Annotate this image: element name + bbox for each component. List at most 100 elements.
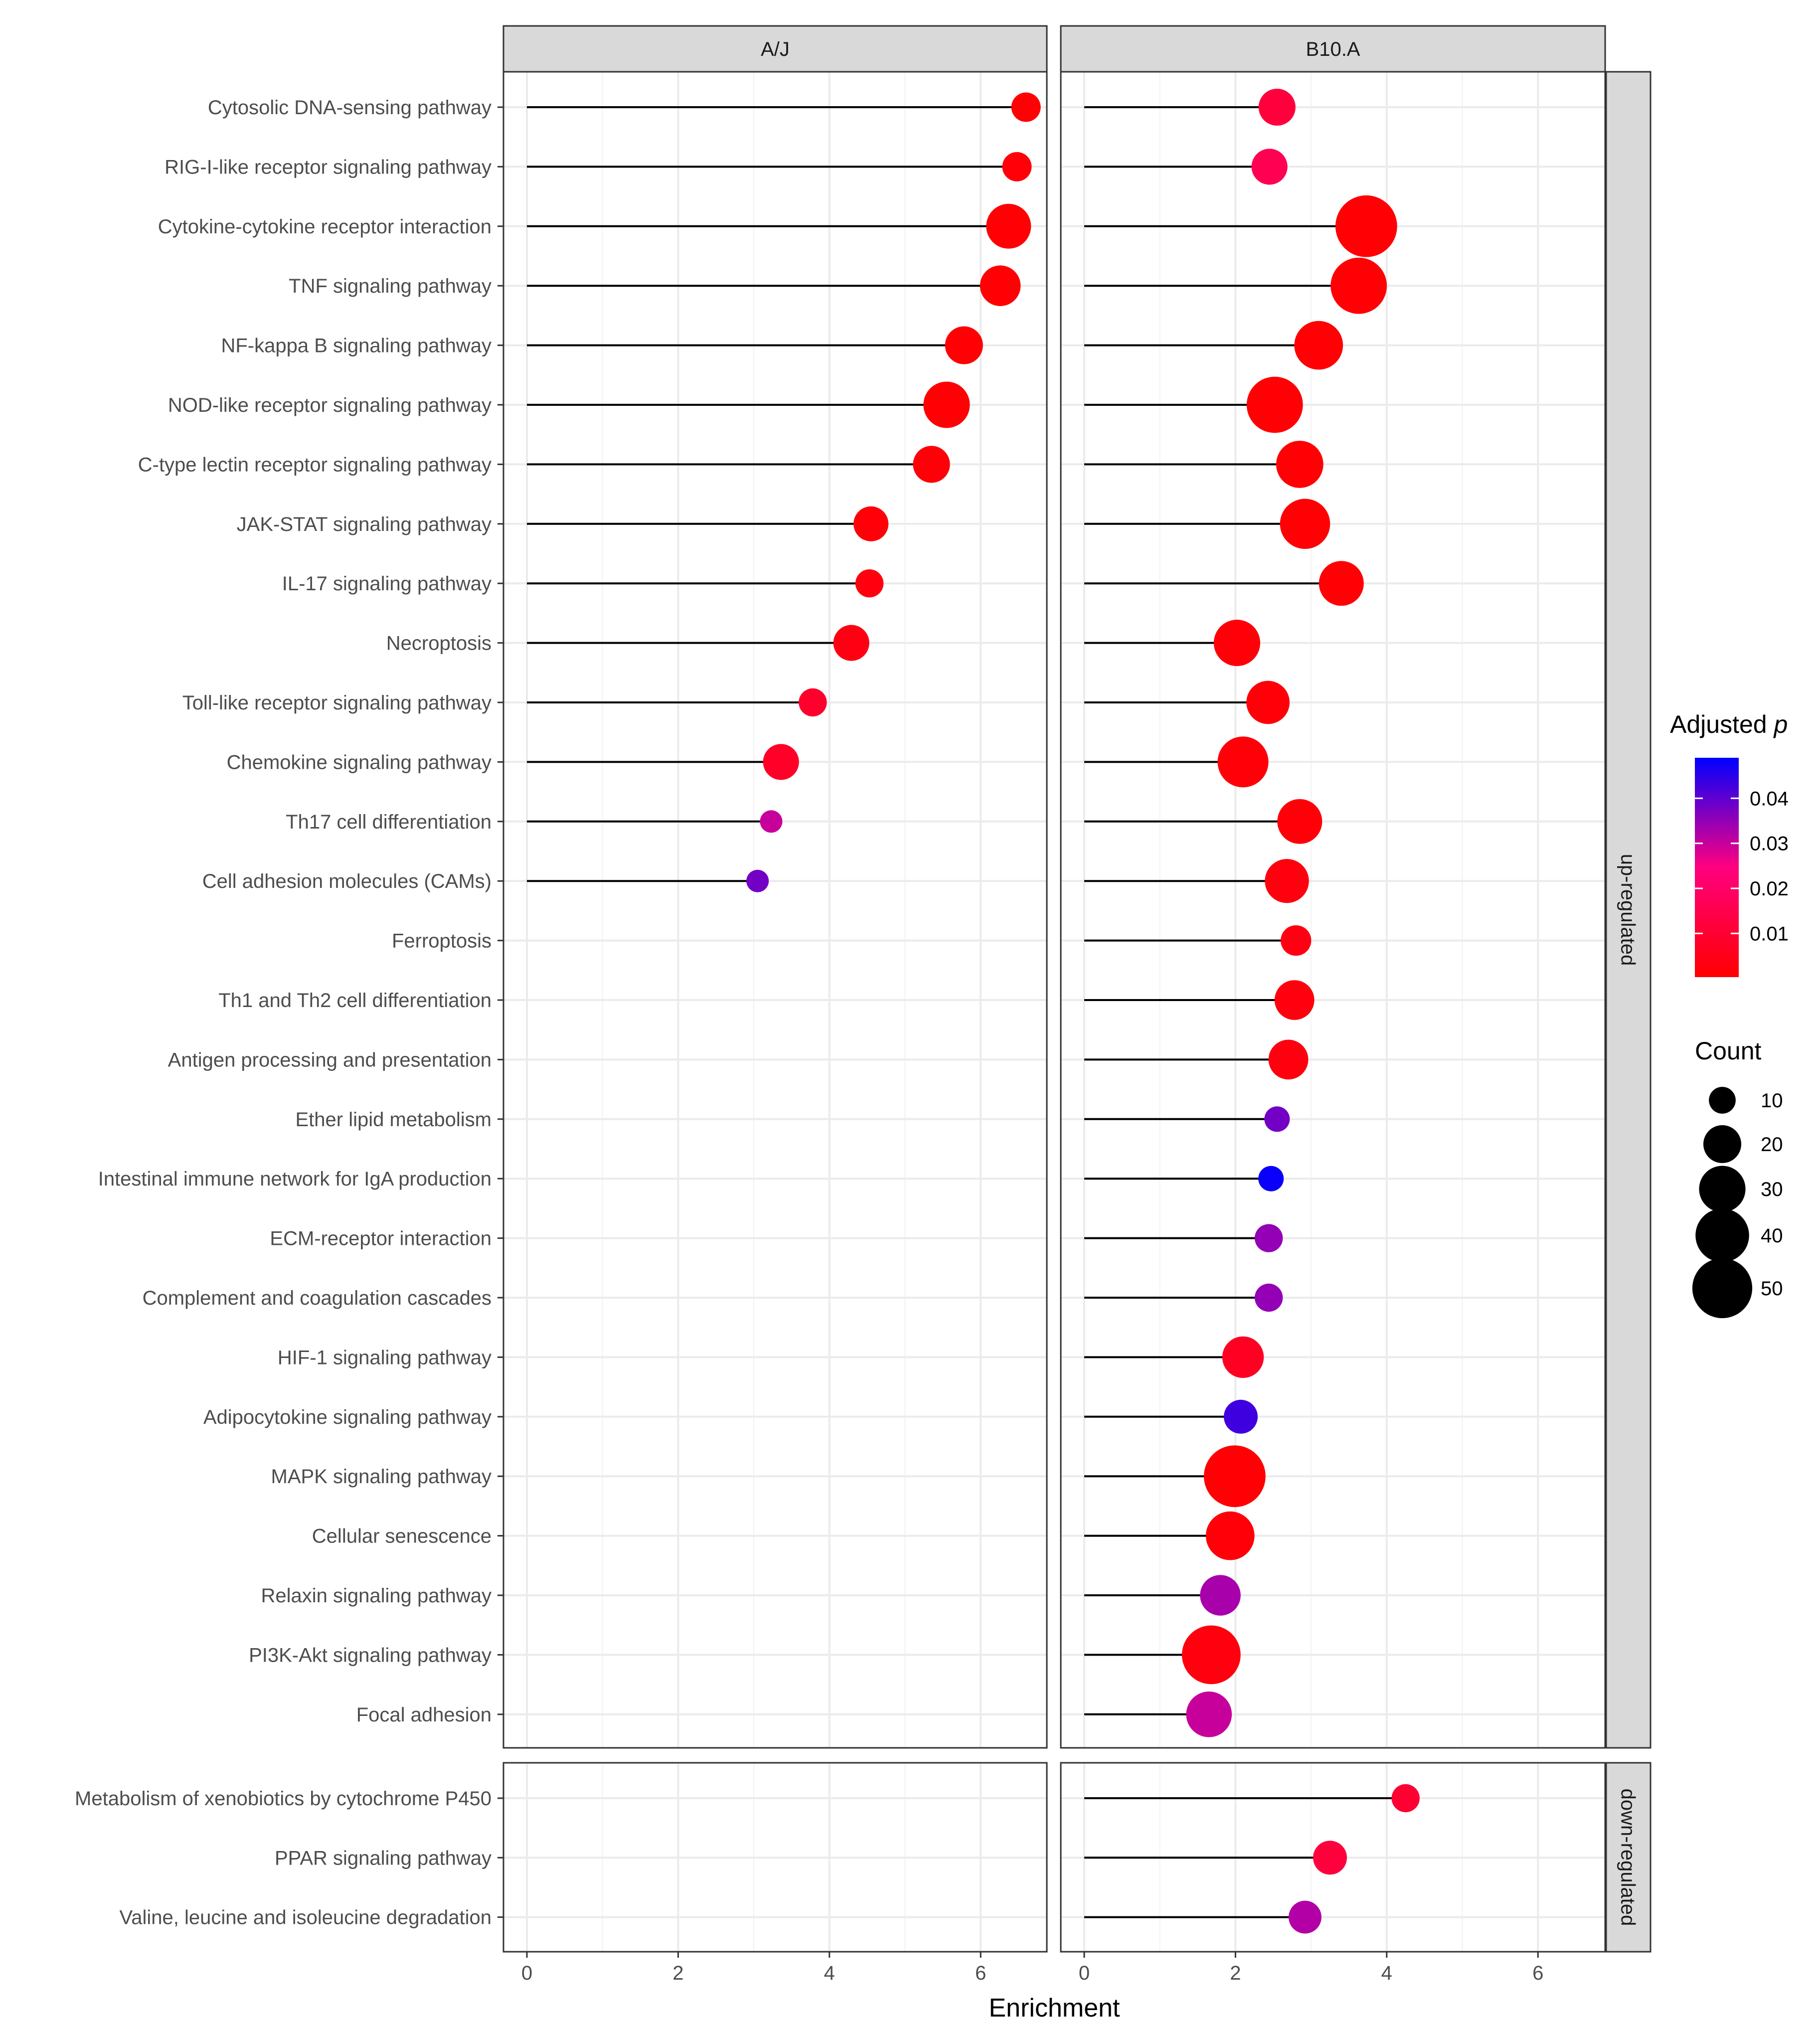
lollipop-point <box>760 810 783 833</box>
category-label: Th17 cell differentiation <box>286 811 492 833</box>
size-legend-point <box>1695 1208 1749 1262</box>
lollipop-point <box>1254 1283 1283 1312</box>
color-legend-label: 0.01 <box>1750 923 1789 945</box>
x-tick-label: 6 <box>975 1962 986 1984</box>
category-label: Focal adhesion <box>356 1704 492 1726</box>
lollipop-point <box>1335 195 1397 257</box>
x-tick-label: 4 <box>1381 1962 1392 1984</box>
category-label: Adipocytokine signaling pathway <box>203 1406 492 1428</box>
row-strip-label: down-regulated <box>1617 1789 1639 1926</box>
facet-strip-label: A/J <box>761 38 790 60</box>
category-label: Chemokine signaling pathway <box>227 751 492 773</box>
size-legend-point <box>1699 1166 1746 1212</box>
legend: Adjusted p 0.01 0.02 0.03 0.04 Count 10 20 30 40 5… <box>1670 710 1789 1319</box>
size-legend-label: 10 <box>1761 1090 1783 1112</box>
category-label: RIG-I-like receptor signaling pathway <box>165 156 492 178</box>
lollipop-point <box>763 744 799 780</box>
lollipop-point <box>1186 1692 1232 1737</box>
lollipop-point <box>1313 1841 1347 1875</box>
text-labels: A/J B10.A up-regulated down-regulated Cytoso… <box>75 38 1639 2023</box>
row-strip <box>1605 1762 1652 1953</box>
color-legend-title: Adjusted p <box>1670 710 1788 738</box>
lollipop-point <box>855 569 884 598</box>
category-label: Necroptosis <box>386 633 492 655</box>
lollipop-point <box>945 326 983 364</box>
panel-background <box>503 72 1047 1748</box>
lollipop-point <box>1254 1224 1283 1252</box>
category-label: TNF signaling pathway <box>289 275 492 297</box>
lollipop-point <box>1391 1784 1420 1813</box>
lollipop-point <box>833 625 869 661</box>
lollipop-point <box>1251 149 1288 185</box>
lollipop-point <box>1280 499 1330 549</box>
lollipop-point <box>986 203 1031 249</box>
lollipop-point <box>1246 680 1290 724</box>
size-legend-point <box>1692 1258 1753 1319</box>
size-legend-point <box>1703 1125 1742 1164</box>
lollipop-point <box>746 869 769 892</box>
lollipop-point <box>1281 925 1312 956</box>
category-label: Cytokine-cytokine receptor interaction <box>158 216 492 238</box>
panel-background <box>1061 72 1605 1748</box>
category-label: Ferroptosis <box>392 930 492 952</box>
category-label: PPAR signaling pathway <box>275 1847 492 1869</box>
category-label: C-type lectin receptor signaling pathway <box>138 454 492 476</box>
lollipop-point <box>1246 376 1303 433</box>
lollipop-point <box>1204 1445 1266 1508</box>
lollipop-point <box>853 506 889 541</box>
x-tick-label: 2 <box>1230 1962 1241 1984</box>
x-axis-title: Enrichment <box>989 1994 1121 2023</box>
x-tick-label: 0 <box>1079 1962 1090 1984</box>
lollipop-point <box>1276 441 1324 488</box>
lollipop-point <box>1289 1900 1322 1934</box>
category-label: Antigen processing and presentation <box>168 1049 492 1071</box>
lollipop-point <box>1222 1336 1264 1378</box>
category-label: Valine, leucine and isoleucine degradati… <box>120 1907 492 1929</box>
category-label: MAPK signaling pathway <box>271 1466 492 1488</box>
category-label: Relaxin signaling pathway <box>261 1585 492 1607</box>
size-legend-label: 30 <box>1761 1179 1783 1200</box>
size-legend-title: Count <box>1695 1037 1762 1065</box>
lollipop-point <box>1277 799 1323 844</box>
data-marks <box>527 88 1420 1934</box>
category-label: Metabolism of xenobiotics by cytochrome … <box>75 1788 492 1810</box>
lollipop-point <box>1258 1166 1284 1191</box>
size-legend-label: 40 <box>1761 1225 1783 1247</box>
x-tick-label: 4 <box>824 1962 835 1984</box>
category-label: IL-17 signaling pathway <box>282 573 492 595</box>
lollipop-point <box>1002 152 1032 181</box>
category-label: Intestinal immune network for IgA produc… <box>98 1168 492 1190</box>
size-legend-point <box>1709 1087 1736 1114</box>
category-label: Ether lipid metabolism <box>296 1109 492 1131</box>
row-strip <box>1605 71 1652 1749</box>
lollipop-point <box>1274 980 1315 1020</box>
lollipop-point <box>923 381 970 428</box>
color-legend-label: 0.02 <box>1750 878 1789 900</box>
lollipop-point <box>1213 620 1260 667</box>
category-label: Cell adhesion molecules (CAMs) <box>202 870 492 892</box>
lollipop-point <box>913 446 950 483</box>
category-label: NOD-like receptor signaling pathway <box>168 394 492 416</box>
lollipop-point <box>980 265 1021 306</box>
panel-frames <box>497 25 1652 1958</box>
category-label: Cytosolic DNA-sensing pathway <box>208 97 492 119</box>
facet-strip-label: B10.A <box>1306 38 1360 60</box>
lollipop-point <box>1319 561 1364 606</box>
lollipop-point <box>1330 257 1387 314</box>
category-label: Complement and coagulation cascades <box>143 1287 492 1309</box>
lollipop-point <box>1205 1511 1255 1560</box>
x-tick-label: 2 <box>672 1962 683 1984</box>
color-bar <box>1695 758 1739 977</box>
category-label: JAK-STAT signaling pathway <box>237 513 492 535</box>
category-label: PI3K-Akt signaling pathway <box>249 1644 492 1666</box>
lollipop-point <box>1224 1399 1258 1434</box>
category-label: ECM-receptor interaction <box>270 1228 492 1250</box>
facet-strip <box>502 25 1048 73</box>
color-legend-label: 0.04 <box>1750 788 1789 810</box>
x-tick-label: 6 <box>1532 1962 1543 1984</box>
lollipop-point <box>1268 1039 1309 1080</box>
lollipop-point <box>1258 88 1296 126</box>
lollipop-point <box>1264 1106 1290 1132</box>
lollipop-point <box>1294 321 1343 370</box>
